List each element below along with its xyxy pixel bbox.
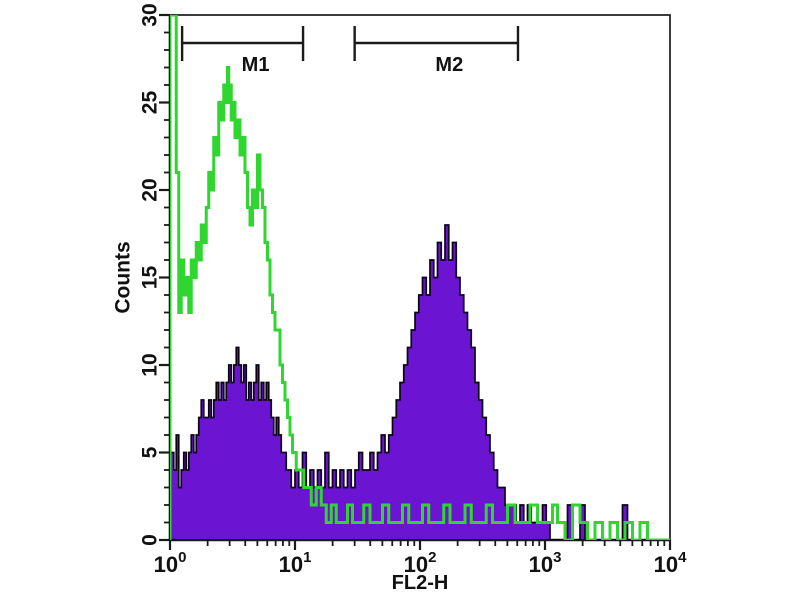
y-tick-label: 5 — [139, 446, 162, 458]
x-tick-label: 102 — [404, 549, 437, 577]
y-tick-label: 0 — [139, 534, 162, 546]
histogram-series — [170, 15, 670, 540]
x-tick-label: 103 — [529, 549, 562, 577]
y-tick-label: 15 — [139, 266, 162, 290]
gate-marker-brackets — [180, 26, 520, 61]
marker-m1-label: M1 — [242, 54, 270, 76]
x-axis-title: FL2-H — [392, 572, 449, 594]
y-tick-label: 25 — [139, 91, 162, 115]
axis-ticks — [159, 13, 672, 550]
green-open-histogram-path — [170, 15, 670, 540]
x-tick-label: 100 — [154, 549, 187, 577]
y-tick-label: 30 — [139, 3, 162, 26]
marker-m2-label: M2 — [435, 54, 463, 76]
purple-filled-histogram-path — [170, 224, 670, 540]
y-tick-label: 20 — [139, 178, 162, 201]
x-tick-label: 101 — [279, 549, 312, 577]
x-tick-label: 104 — [654, 549, 687, 577]
y-tick-label: 10 — [139, 353, 162, 376]
y-axis-title: Counts — [112, 241, 135, 313]
